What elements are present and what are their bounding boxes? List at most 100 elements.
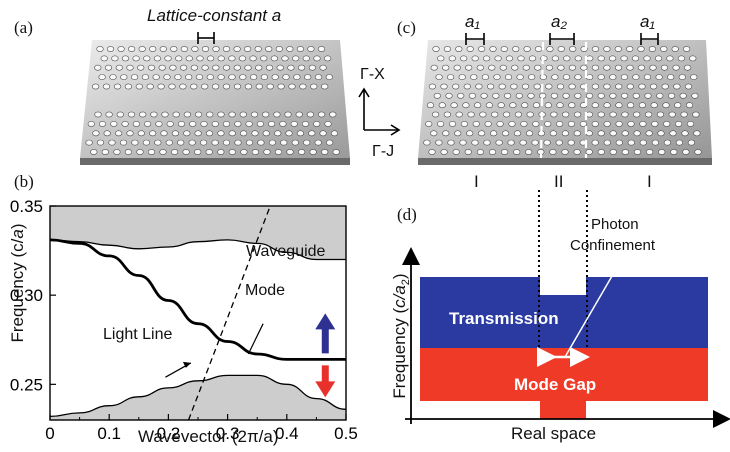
air-hole	[324, 55, 332, 62]
air-hole	[154, 139, 162, 146]
air-hole	[251, 130, 259, 137]
air-hole	[119, 139, 128, 146]
air-hole	[591, 46, 600, 52]
air-hole	[255, 64, 263, 71]
air-hole	[177, 139, 185, 146]
air-hole	[555, 121, 564, 127]
air-hole	[319, 130, 327, 137]
air-hole	[98, 121, 107, 127]
air-hole	[507, 139, 515, 146]
air-hole	[265, 46, 273, 52]
air-hole	[452, 83, 460, 90]
air-hole	[90, 149, 98, 155]
air-hole	[614, 64, 623, 71]
air-hole	[661, 83, 669, 90]
air-hole	[212, 46, 220, 52]
air-hole	[108, 139, 116, 146]
air-hole	[166, 121, 174, 127]
air-hole	[546, 46, 554, 52]
transmission-label: Transmission	[449, 309, 559, 328]
air-hole	[452, 149, 460, 155]
air-hole	[574, 55, 582, 62]
air-hole	[448, 55, 456, 62]
air-hole	[463, 83, 471, 90]
air-hole	[459, 139, 467, 146]
air-hole	[620, 55, 628, 62]
air-hole	[639, 121, 647, 127]
air-hole	[633, 111, 641, 118]
air-hole	[276, 64, 284, 71]
air-hole	[489, 46, 497, 52]
air-hole	[87, 121, 95, 127]
air-hole	[321, 83, 329, 90]
light-line-pointer-head	[182, 361, 191, 368]
air-hole	[663, 121, 671, 127]
air-hole	[155, 121, 163, 127]
air-hole	[516, 74, 524, 80]
air-hole	[428, 83, 437, 90]
air-hole	[310, 83, 318, 90]
air-hole	[435, 139, 443, 146]
air-hole	[271, 74, 279, 80]
air-hole	[131, 74, 139, 80]
air-hole	[453, 64, 461, 71]
air-hole	[460, 121, 469, 127]
air-hole	[100, 55, 108, 62]
air-hole	[573, 111, 582, 118]
air-hole	[690, 74, 698, 80]
crystal-slab-c	[418, 33, 712, 165]
air-hole	[597, 74, 605, 80]
region-ii: II	[554, 172, 564, 191]
air-hole	[609, 74, 617, 80]
air-hole	[302, 55, 310, 62]
air-hole	[534, 64, 542, 71]
air-hole	[256, 121, 265, 127]
air-hole	[211, 121, 219, 127]
air-hole	[266, 83, 274, 90]
air-hole	[684, 83, 693, 90]
air-hole	[295, 111, 303, 118]
air-hole	[200, 121, 208, 127]
air-hole	[460, 55, 468, 62]
air-hole	[121, 55, 130, 62]
region-i-right: I	[647, 172, 652, 191]
air-hole	[240, 130, 248, 137]
air-hole	[435, 74, 443, 80]
air-hole	[257, 139, 265, 146]
air-hole	[660, 64, 669, 71]
air-hole	[273, 111, 281, 118]
air-hole	[555, 139, 563, 146]
air-hole	[201, 64, 209, 71]
air-hole	[458, 74, 466, 80]
air-hole	[308, 64, 317, 71]
air-hole	[512, 46, 520, 52]
air-hole	[306, 111, 315, 118]
air-hole	[260, 55, 268, 62]
air-hole	[222, 83, 231, 90]
air-hole	[597, 130, 605, 137]
air-hole	[627, 121, 635, 127]
air-hole	[656, 111, 665, 118]
air-hole	[150, 111, 158, 118]
air-hole	[615, 139, 623, 146]
air-hole	[161, 111, 169, 118]
air-hole	[497, 102, 505, 109]
air-hole	[457, 92, 465, 99]
air-hole	[171, 130, 179, 137]
air-hole	[277, 83, 285, 90]
air-hole	[550, 111, 558, 118]
air-hole	[433, 92, 441, 99]
air-hole	[174, 74, 182, 80]
air-hole	[245, 121, 253, 127]
air-hole	[609, 111, 617, 118]
air-hole	[318, 111, 326, 118]
confinement-label: Confinement	[570, 237, 656, 254]
air-hole	[503, 111, 511, 118]
air-hole	[609, 92, 617, 99]
air-hole	[656, 92, 664, 99]
real-space-label: Real space	[511, 424, 597, 443]
air-hole	[263, 149, 271, 155]
air-hole	[673, 83, 681, 90]
air-hole	[194, 149, 202, 155]
